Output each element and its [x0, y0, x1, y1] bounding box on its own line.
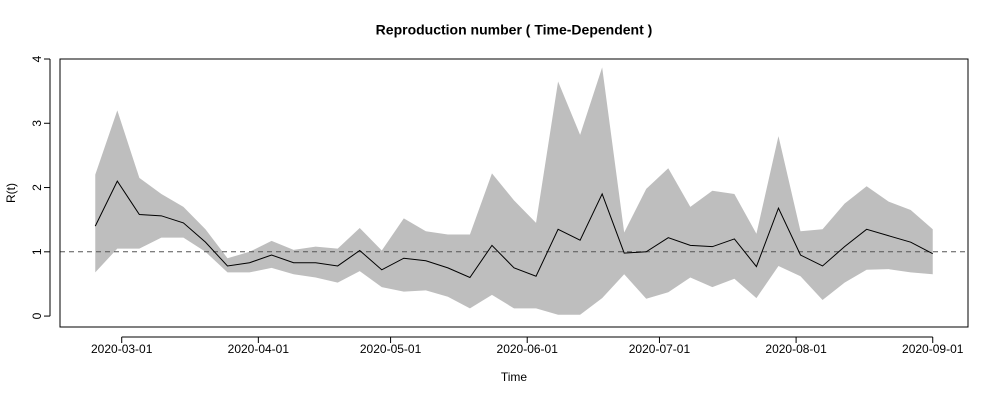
y-tick-label: 0: [30, 312, 44, 319]
x-tick-label: 2020-04-01: [228, 342, 290, 356]
x-axis-label: Time: [501, 370, 528, 384]
y-tick-label: 2: [30, 184, 44, 191]
r-line: [94, 180, 933, 279]
y-axis-label: R(t): [4, 183, 18, 203]
y-tick-label: 1: [30, 248, 44, 255]
y-tick-label: 3: [30, 120, 44, 127]
y-tick-label: 4: [30, 55, 44, 62]
x-tick-label: 2020-07-01: [629, 342, 691, 356]
x-tick-label: 2020-08-01: [765, 342, 827, 356]
x-tick-label: 2020-09-01: [902, 342, 964, 356]
x-tick-label: 2020-06-01: [497, 342, 559, 356]
x-tick-label: 2020-05-01: [360, 342, 422, 356]
confidence-band: [95, 67, 933, 315]
plot-frame: [59, 58, 969, 328]
x-tick-label: 2020-03-01: [91, 342, 153, 356]
chart-title: Reproduction number ( Time-Dependent ): [376, 22, 653, 38]
